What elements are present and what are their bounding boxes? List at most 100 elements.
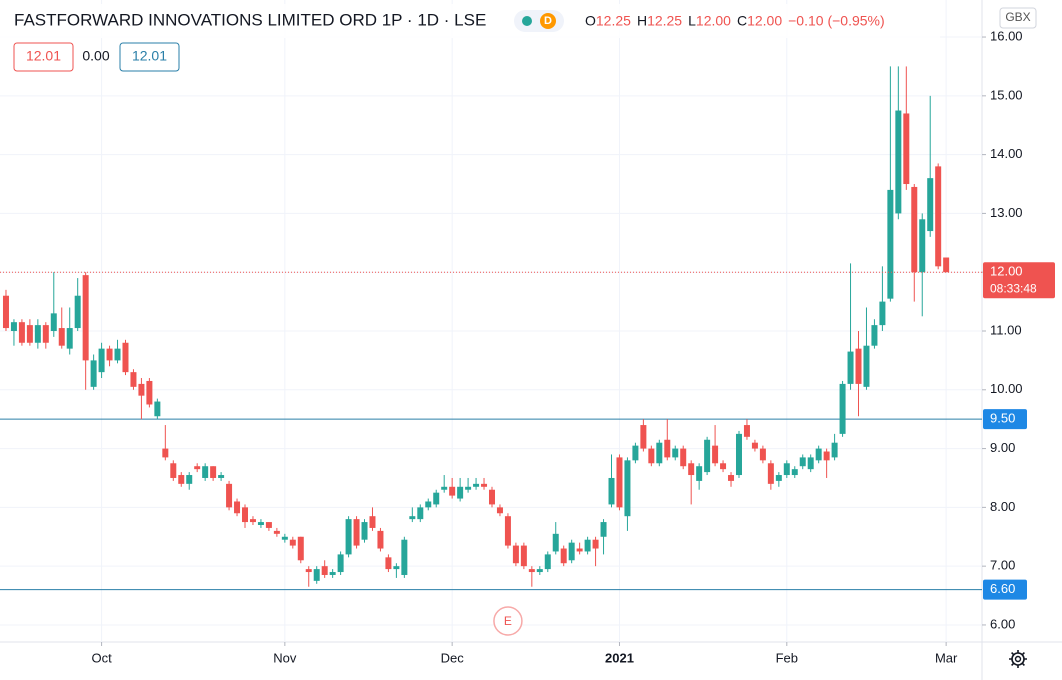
delay-badge <box>540 13 556 29</box>
candle-body <box>680 448 687 467</box>
candle-body <box>728 475 735 481</box>
spread-label: 0.00 <box>82 48 109 64</box>
earnings-marker[interactable] <box>493 606 523 636</box>
candle-body <box>704 439 711 473</box>
candle-body <box>863 345 870 387</box>
ohlc-key: O <box>585 13 596 29</box>
ohlc-key: C <box>737 13 747 29</box>
candle-body <box>688 463 695 476</box>
candle-body <box>887 189 894 299</box>
axes: 6.00 7.00 8.00 9.00 10.00 11.00 12.00 13.00 14.0… <box>91 28 1055 665</box>
ohlc-value: 12.00 <box>696 13 731 29</box>
candle-body <box>361 522 368 540</box>
price-box[interactable] <box>13 42 74 72</box>
x-tick-label: 2021 <box>605 650 634 665</box>
status-dot <box>522 16 532 26</box>
candle-body <box>329 572 336 575</box>
candle-body <box>616 457 623 508</box>
candle-body <box>234 501 241 514</box>
candle-body <box>767 463 774 484</box>
candle-body <box>281 536 288 540</box>
candle-body <box>735 433 742 476</box>
hline-label-bg <box>983 409 1027 430</box>
candle-body <box>927 178 934 232</box>
candle-body <box>608 477 615 505</box>
candle-body <box>170 463 177 478</box>
candle-body <box>257 522 264 526</box>
header: FASTFORWARD INNOVATIONS LIMITED ORD 1P ·… <box>0 4 940 38</box>
candle-body <box>194 466 201 470</box>
candle-body <box>839 383 846 434</box>
candle-body <box>242 507 249 523</box>
last-price-bg <box>983 262 1055 299</box>
candle-body <box>935 166 942 267</box>
bid-ask[interactable]: 12.01 0.00 12.01 <box>13 42 180 72</box>
currency: GBX <box>1005 10 1030 24</box>
candle-body <box>943 257 950 273</box>
candle-body <box>536 569 543 573</box>
ohlc-key: L <box>688 13 696 29</box>
ohlc-value: 12.00 <box>747 13 782 29</box>
candle-body <box>114 348 121 361</box>
candle-body <box>50 313 57 331</box>
y-tick-label: 6.00 <box>990 616 1015 631</box>
candle-body <box>504 516 511 546</box>
last-price-label: 12.00 <box>990 264 1023 279</box>
x-tick-label: Dec <box>441 650 465 665</box>
candle-body <box>576 548 583 552</box>
y-tick-label: 8.00 <box>990 499 1015 514</box>
settings-icon[interactable] <box>1009 650 1027 668</box>
candle-body <box>560 548 567 564</box>
y-tick-label: 15.00 <box>990 87 1023 102</box>
y-tick-label: 9.00 <box>990 440 1015 455</box>
candle-body <box>2 295 9 329</box>
candle-body <box>297 536 304 561</box>
candle-body <box>441 486 448 490</box>
candle-body <box>815 448 822 461</box>
candle-body <box>130 372 137 387</box>
candle-body <box>855 348 862 384</box>
y-tick-label: 11.00 <box>990 322 1022 337</box>
symbol-title: FASTFORWARD INNOVATIONS LIMITED ORD 1P ·… <box>14 10 486 29</box>
ohlc-key: H <box>637 13 647 29</box>
plot: E <box>0 66 982 636</box>
status-pill <box>514 10 564 32</box>
price-box-label: 12.01 <box>132 48 167 64</box>
candle-body <box>592 539 599 549</box>
candle-body <box>457 486 464 499</box>
candle-body <box>146 380 153 405</box>
candle-body <box>82 275 89 361</box>
candle-body <box>696 466 703 481</box>
candle-body <box>106 348 113 361</box>
y-tick-label: 13.00 <box>990 205 1023 220</box>
candle-body <box>273 530 280 534</box>
candle-body <box>624 460 631 517</box>
candle-body <box>265 522 272 528</box>
candle-body <box>759 448 766 461</box>
candle-body <box>791 469 798 476</box>
candle-body <box>162 448 169 458</box>
x-tick-label: Nov <box>273 650 297 665</box>
candle-body <box>26 325 33 343</box>
candle-body <box>42 325 49 343</box>
candle-body <box>831 442 838 458</box>
candle-body <box>600 522 607 537</box>
candle-body <box>520 545 527 567</box>
candle-body <box>552 533 559 552</box>
candle-body <box>775 475 782 481</box>
x-tick-label: Feb <box>776 650 798 665</box>
candle-body <box>512 545 519 564</box>
candle-body <box>337 554 344 573</box>
candle-body <box>74 295 81 329</box>
candle-body <box>210 466 217 478</box>
candle-body <box>584 539 591 552</box>
header-bg <box>0 4 940 38</box>
candle-body <box>473 483 480 487</box>
ohlc-value: 12.25 <box>596 13 631 29</box>
price-box[interactable] <box>119 42 180 72</box>
currency-box[interactable] <box>999 7 1037 29</box>
candle-body <box>385 557 392 570</box>
x-tick-label: Oct <box>91 650 112 665</box>
candle-body <box>751 442 758 449</box>
candle-body <box>481 483 488 487</box>
